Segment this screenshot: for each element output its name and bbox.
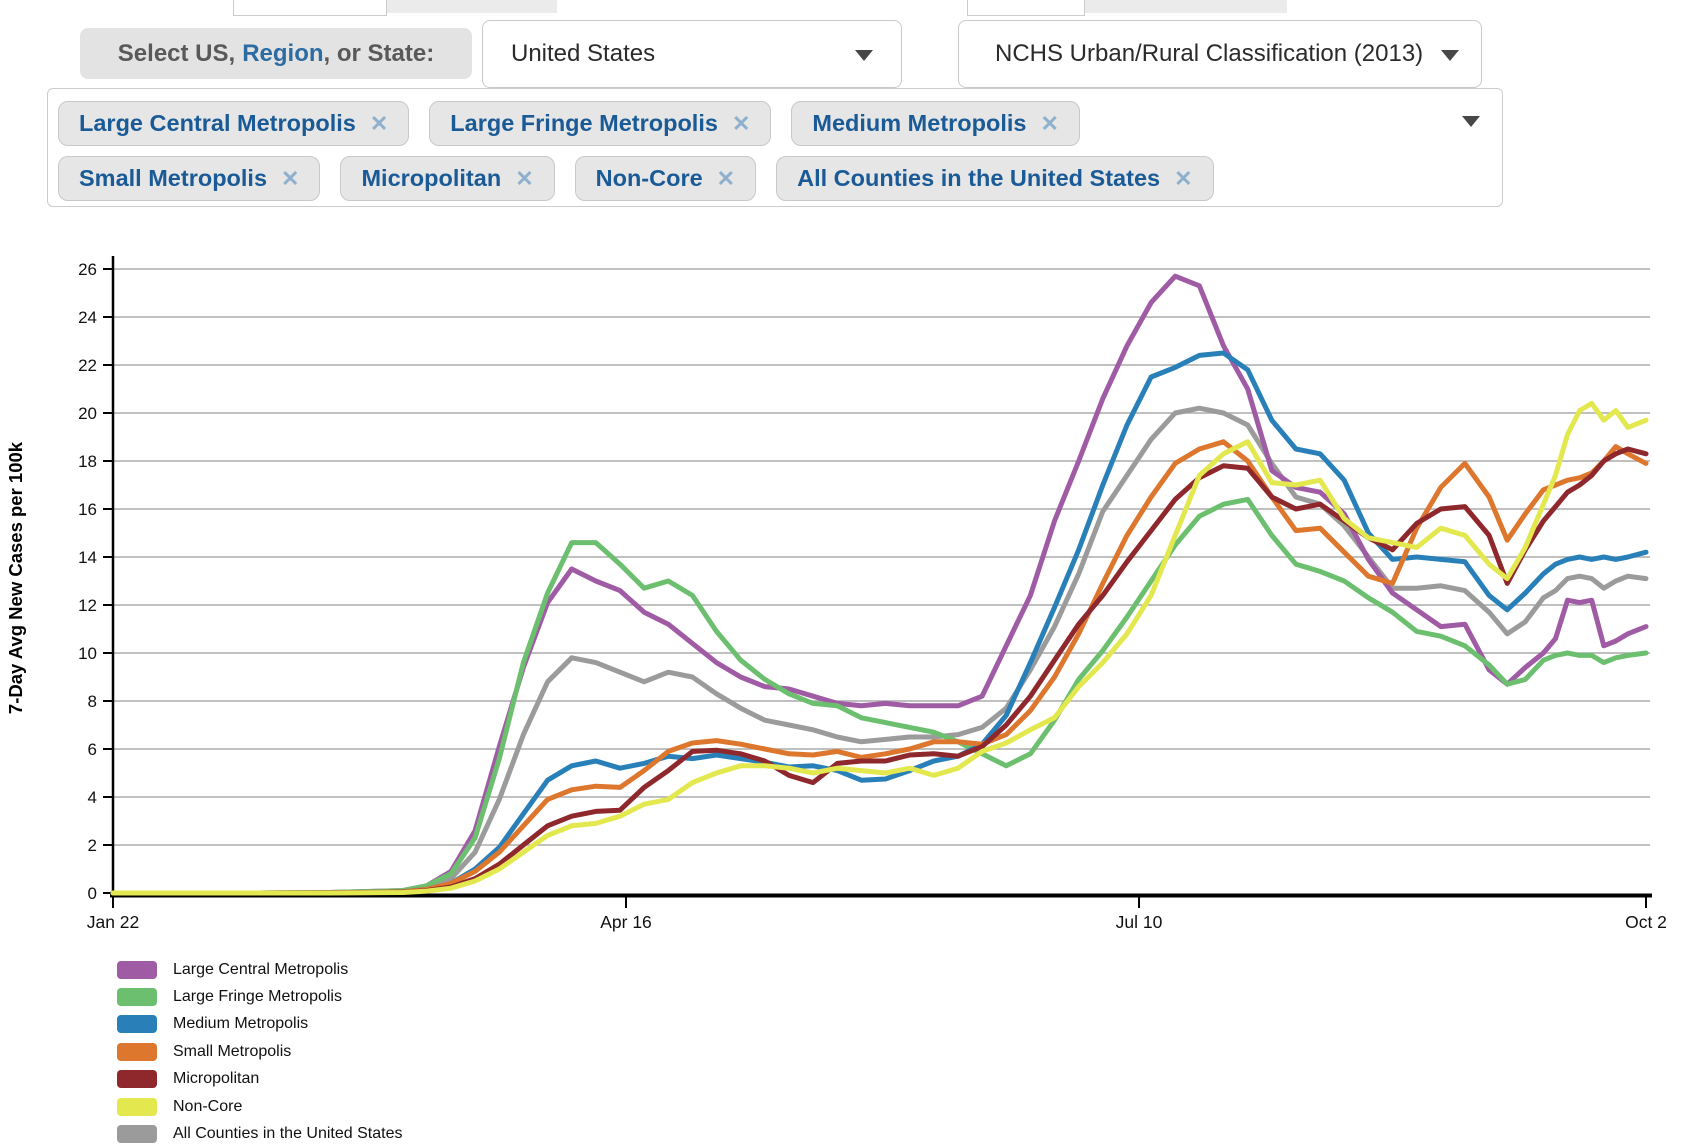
remove-chip-icon[interactable]: ✕ bbox=[731, 110, 751, 136]
region-link[interactable]: Region bbox=[242, 39, 324, 67]
cutoff-tab-right-active[interactable] bbox=[967, 0, 1085, 16]
y-axis-tick-label: 22 bbox=[78, 356, 97, 375]
legend-swatch bbox=[117, 1042, 157, 1061]
filter-chip-row-2: Small Metropolis ✕ Micropolitan ✕ Non-Core ✕ A… bbox=[58, 156, 1214, 201]
remove-chip-icon[interactable]: ✕ bbox=[1174, 165, 1193, 191]
legend-label: Large Fringe Metropolis bbox=[173, 988, 342, 1006]
legend-swatch bbox=[117, 1097, 157, 1116]
classification-select[interactable]: NCHS Urban/Rural Classification (2013) bbox=[958, 20, 1482, 88]
legend-swatch bbox=[117, 960, 157, 979]
classification-select-value: NCHS Urban/Rural Classification (2013) bbox=[995, 40, 1424, 67]
legend-swatch bbox=[117, 1125, 157, 1144]
filter-chip-label: Medium Metropolis bbox=[812, 110, 1027, 136]
legend-item: Micropolitan bbox=[117, 1066, 402, 1093]
filter-chip[interactable]: Small Metropolis ✕ bbox=[58, 156, 321, 201]
chevron-down-icon[interactable] bbox=[1441, 50, 1459, 61]
filter-chip[interactable]: All Counties in the United States ✕ bbox=[776, 156, 1214, 201]
select-label-suffix: , or State: bbox=[323, 39, 435, 67]
filter-chip[interactable]: Large Fringe Metropolis ✕ bbox=[429, 101, 772, 146]
remove-chip-icon[interactable]: ✕ bbox=[716, 165, 736, 191]
filter-chips-container: Large Central Metropolis ✕ Large Fringe Me… bbox=[47, 88, 1503, 207]
legend-item: Large Central Metropolis bbox=[117, 956, 402, 983]
chevron-down-icon[interactable] bbox=[855, 50, 873, 61]
series-line-large-fringe-metropolis bbox=[110, 496, 1649, 896]
x-axis-tick-label: Oct 2 bbox=[1625, 912, 1667, 932]
y-axis-tick-label: 8 bbox=[88, 692, 97, 711]
y-axis-tick-label: 12 bbox=[78, 596, 97, 615]
legend-label: Non-Core bbox=[173, 1097, 243, 1115]
chart-legend: Large Central Metropolis Large Fringe Met… bbox=[117, 956, 402, 1148]
filter-chip-label: Non-Core bbox=[595, 165, 703, 191]
legend-item: Medium Metropolis bbox=[117, 1011, 402, 1038]
filter-chip[interactable]: Medium Metropolis ✕ bbox=[791, 101, 1080, 146]
y-axis-tick-label: 18 bbox=[78, 452, 97, 471]
series-line-micropolitan bbox=[110, 446, 1649, 896]
filter-chip[interactable]: Micropolitan ✕ bbox=[340, 156, 555, 201]
y-axis-tick-label: 0 bbox=[88, 884, 97, 903]
cutoff-tab-right-inactive[interactable] bbox=[1085, 0, 1287, 13]
y-axis-tick-label: 20 bbox=[78, 404, 97, 423]
legend-item: Non-Core bbox=[117, 1093, 402, 1120]
series-line-small-metropolis bbox=[110, 439, 1649, 896]
legend-label: All Counties in the United States bbox=[173, 1125, 403, 1143]
filter-chip-label: Large Central Metropolis bbox=[79, 110, 356, 136]
series-line-non-core bbox=[110, 400, 1649, 896]
filter-chip-label: Small Metropolis bbox=[79, 165, 268, 191]
cutoff-tab-left-inactive[interactable] bbox=[387, 0, 557, 13]
y-axis-tick-label: 24 bbox=[78, 308, 97, 327]
legend-label: Large Central Metropolis bbox=[173, 960, 349, 978]
remove-chip-icon[interactable]: ✕ bbox=[1040, 110, 1059, 136]
legend-label: Small Metropolis bbox=[173, 1042, 292, 1060]
remove-chip-icon[interactable]: ✕ bbox=[515, 165, 534, 191]
remove-chip-icon[interactable]: ✕ bbox=[281, 165, 300, 191]
x-axis-tick-label: Jan 22 bbox=[87, 912, 140, 932]
series-line-all-counties-in-the-united-states bbox=[110, 405, 1649, 896]
legend-label: Micropolitan bbox=[173, 1070, 260, 1088]
y-axis-title: 7-Day Avg New Cases per 100k bbox=[5, 441, 26, 714]
y-axis-tick-label: 26 bbox=[78, 260, 97, 279]
y-axis-tick-label: 14 bbox=[78, 548, 97, 567]
geography-select[interactable]: United States bbox=[482, 20, 902, 88]
filter-chip-label: Micropolitan bbox=[361, 165, 502, 191]
select-region-label: Select US, Region , or State: bbox=[80, 28, 472, 79]
legend-swatch bbox=[117, 1070, 157, 1089]
filter-chip-row-1: Large Central Metropolis ✕ Large Fringe Me… bbox=[58, 101, 1080, 146]
filter-chip-label: All Counties in the United States bbox=[797, 165, 1161, 191]
remove-chip-icon[interactable]: ✕ bbox=[369, 110, 389, 136]
series-line-large-central-metropolis bbox=[110, 273, 1649, 896]
legend-item: Large Fringe Metropolis bbox=[117, 983, 402, 1010]
legend-item: All Counties in the United States bbox=[117, 1120, 402, 1147]
legend-label: Medium Metropolis bbox=[173, 1015, 309, 1033]
x-axis-tick-label: Apr 16 bbox=[600, 912, 652, 932]
legend-swatch bbox=[117, 1015, 157, 1034]
y-axis-tick-label: 10 bbox=[78, 644, 97, 663]
y-axis-tick-label: 4 bbox=[88, 788, 97, 807]
cutoff-tab-left-active[interactable] bbox=[233, 0, 387, 16]
legend-item: Small Metropolis bbox=[117, 1038, 402, 1065]
y-axis-tick-label: 16 bbox=[78, 500, 97, 519]
series-line-medium-metropolis bbox=[110, 350, 1649, 896]
filter-chip[interactable]: Large Central Metropolis ✕ bbox=[58, 101, 410, 146]
filter-chip-label: Large Fringe Metropolis bbox=[450, 110, 718, 136]
legend-swatch bbox=[117, 988, 157, 1007]
chevron-down-icon[interactable] bbox=[1462, 116, 1480, 127]
x-axis-tick-label: Jul 10 bbox=[1116, 912, 1163, 932]
geography-select-value: United States bbox=[511, 40, 656, 67]
y-axis-tick-label: 6 bbox=[88, 740, 97, 759]
y-axis-tick-label: 2 bbox=[88, 836, 97, 855]
select-label-prefix: Select US, bbox=[117, 39, 236, 67]
filter-chip[interactable]: Non-Core ✕ bbox=[574, 156, 757, 201]
